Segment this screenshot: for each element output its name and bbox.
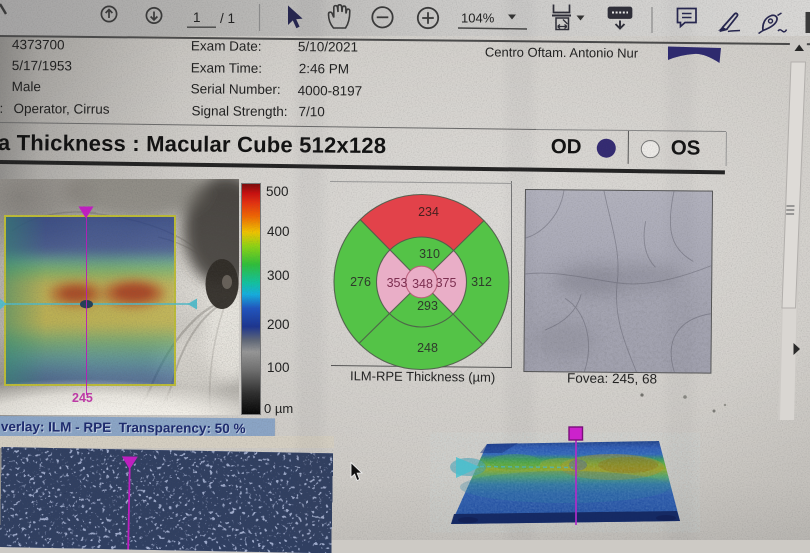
svg-text:293: 293 [417, 299, 438, 313]
svg-text:276: 276 [350, 275, 371, 289]
svg-text:353: 353 [387, 276, 408, 290]
svg-text:375: 375 [436, 276, 457, 290]
svg-text:/ 1: / 1 [220, 11, 235, 26]
svg-text:310: 310 [419, 247, 440, 261]
svg-text:312: 312 [471, 275, 492, 289]
svg-text:1: 1 [193, 10, 201, 25]
svg-text:348: 348 [412, 277, 433, 291]
svg-text:248: 248 [417, 341, 438, 355]
svg-text:104%: 104% [461, 11, 495, 26]
svg-text:234: 234 [418, 205, 439, 219]
